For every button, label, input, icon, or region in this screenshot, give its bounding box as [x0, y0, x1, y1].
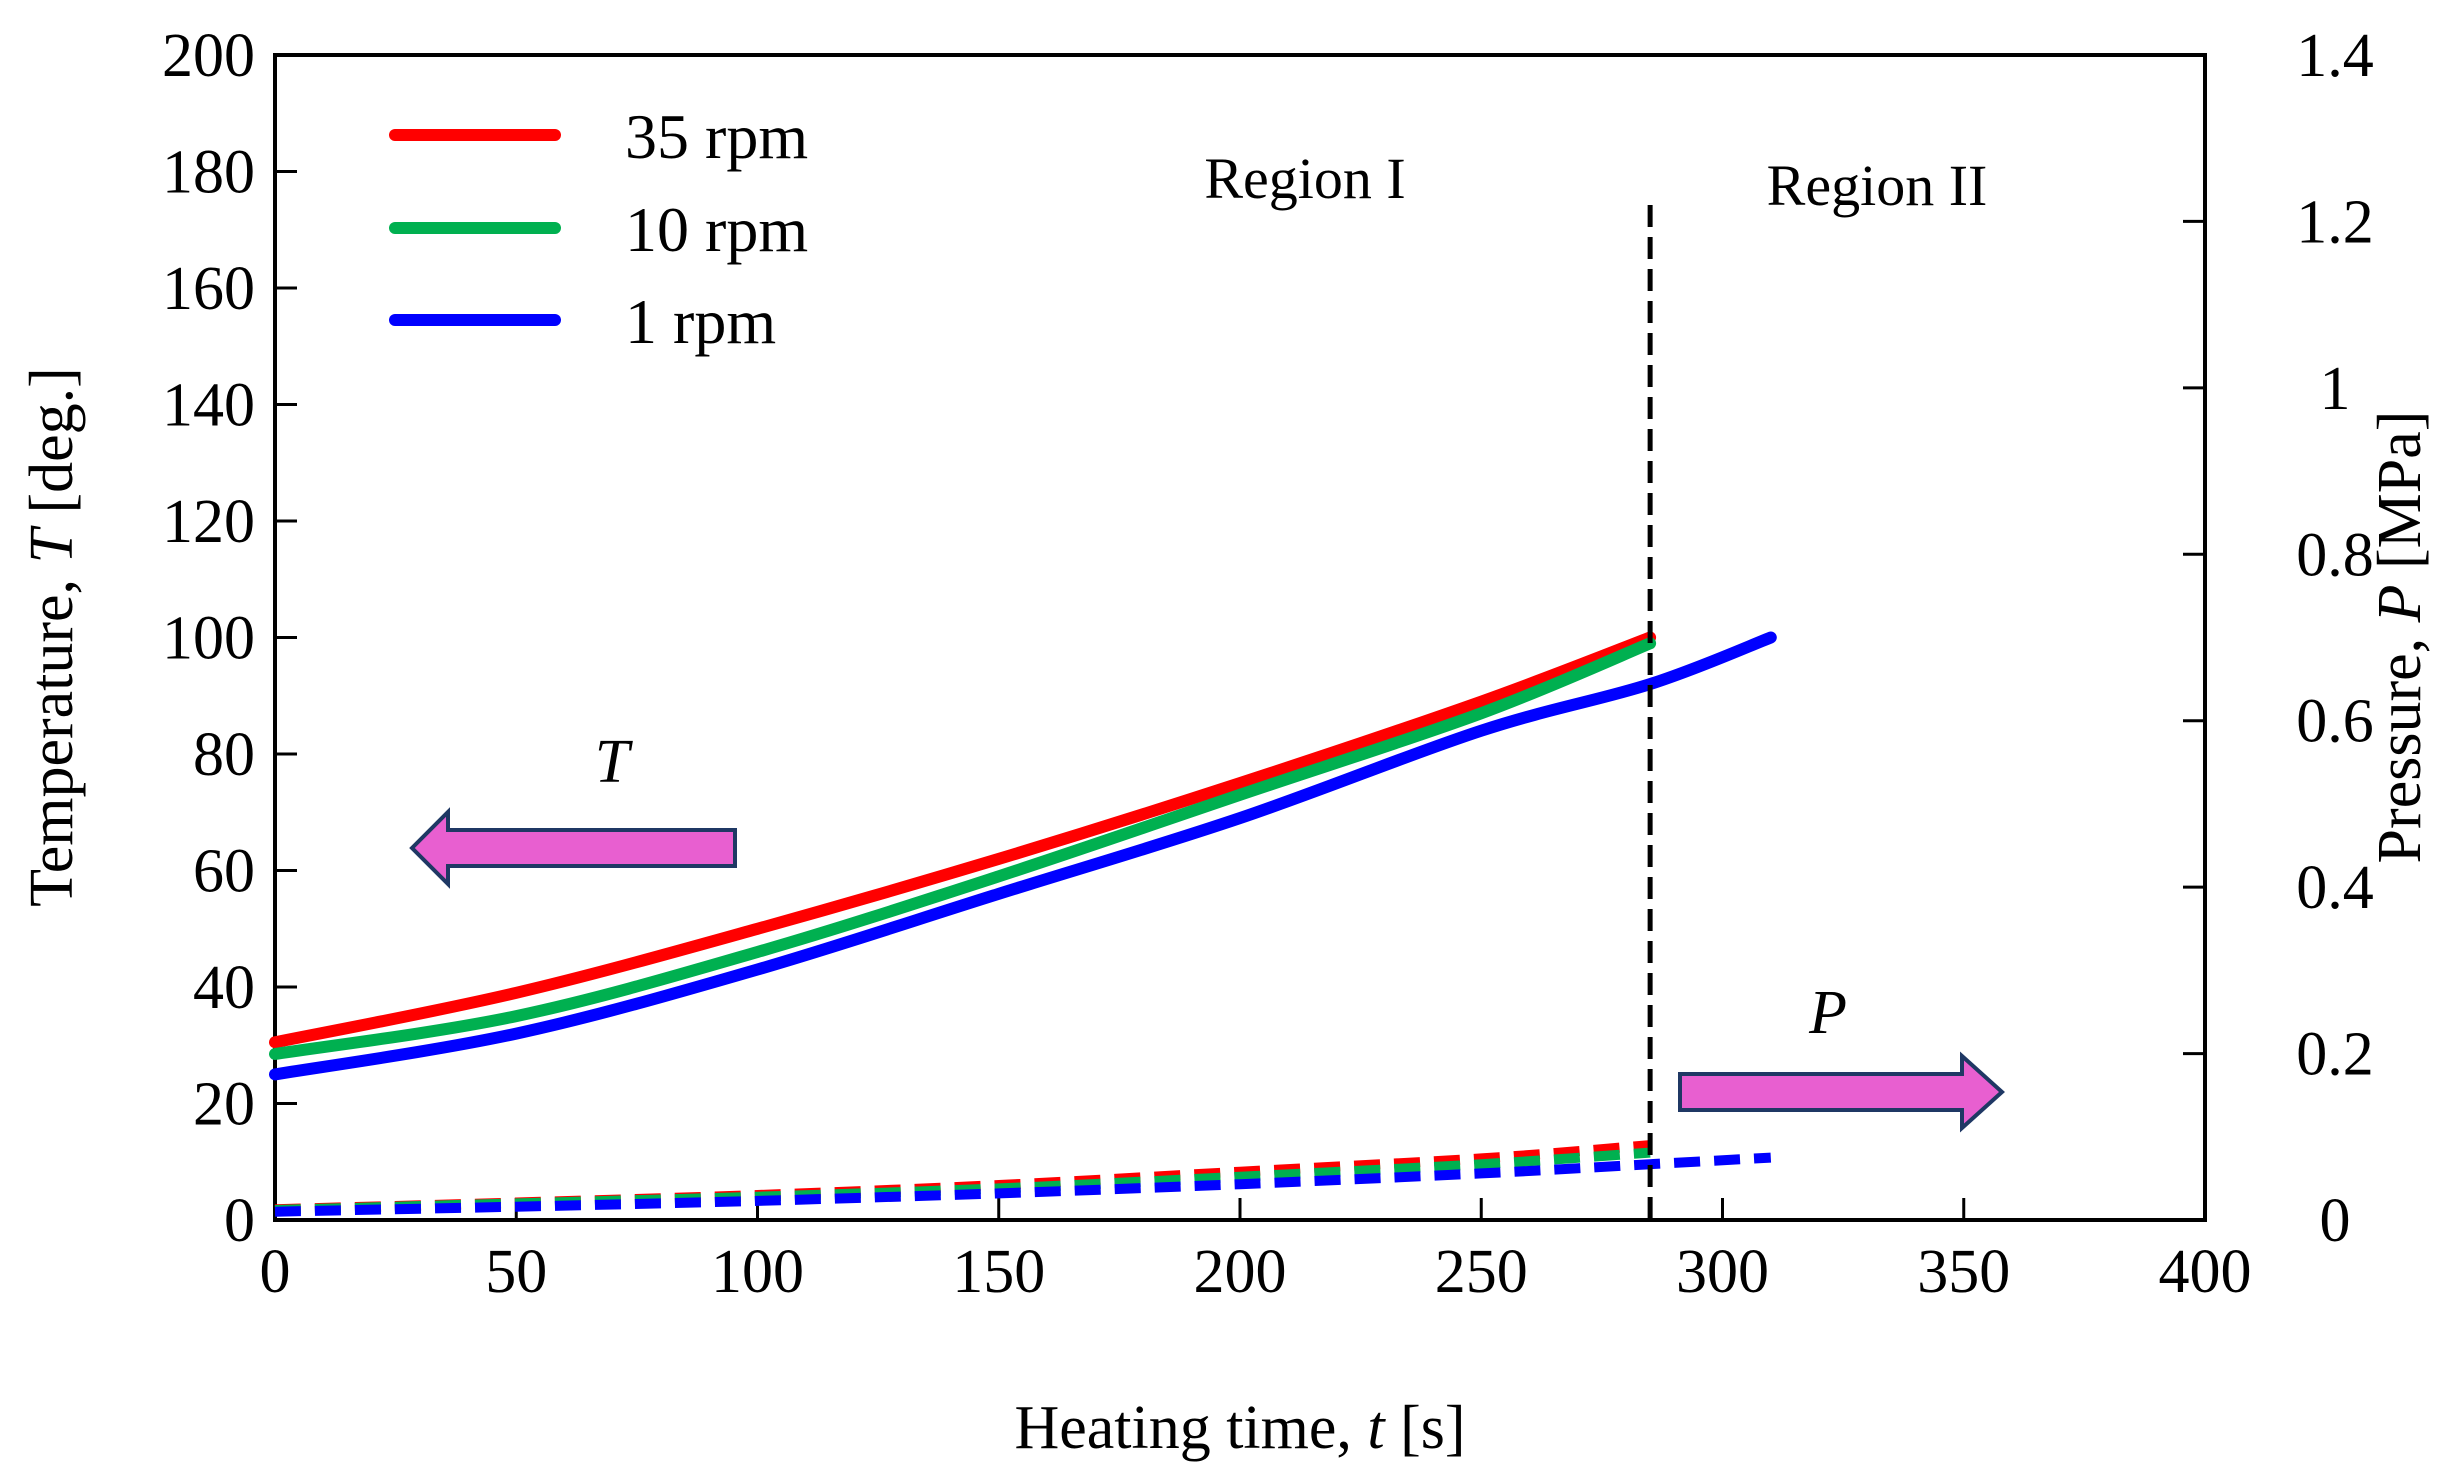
x-axis-title: Heating time, t [s]	[1014, 1394, 1465, 1462]
data-layer	[269, 205, 1777, 1220]
temperature-arrow	[409, 807, 737, 889]
y-right-tick-label: 0.2	[2296, 1021, 2374, 1089]
y-right-tick-label: 0.8	[2296, 521, 2374, 589]
pressure-arrow	[1678, 1051, 2005, 1133]
region-1-label: Region I	[1204, 146, 1405, 211]
y-left-tick-label: 180	[162, 139, 255, 207]
x-tick-label: 150	[952, 1238, 1045, 1306]
y-left-tick-label: 40	[193, 954, 255, 1022]
x-tick-label: 200	[1194, 1238, 1287, 1306]
y-left-tick-label: 80	[193, 721, 255, 789]
y-left-tick-label: 120	[162, 488, 255, 556]
x-tick-label: 100	[711, 1238, 804, 1306]
y-left-tick-label: 60	[193, 838, 255, 906]
temperature-annotation: T	[595, 728, 634, 796]
y-right-tick-label: 0.4	[2296, 854, 2374, 922]
legend-label-10rpm: 10 rpm	[625, 194, 808, 265]
temperature-line-35-rpm	[269, 631, 1657, 1049]
y-right-tick-label: 1.4	[2296, 22, 2374, 90]
y-axis-right-title: Pressure, P [MPa]	[2366, 411, 2434, 864]
x-tick-label: 250	[1435, 1238, 1528, 1306]
temperature-line-1-rpm	[269, 631, 1777, 1081]
y-left-tick-label: 0	[224, 1187, 255, 1255]
temperature-line-10-rpm	[269, 637, 1657, 1060]
x-tick-label: 400	[2159, 1238, 2252, 1306]
y-left-tick-label: 160	[162, 255, 255, 323]
x-tick-label: 50	[485, 1238, 547, 1306]
y-right-tick-label: 1	[2320, 355, 2351, 423]
x-tick-label: 300	[1676, 1238, 1769, 1306]
legend-label-35rpm: 35 rpm	[625, 101, 808, 172]
y-left-tick-label: 20	[193, 1071, 255, 1139]
y-right-tick-label: 0.6	[2296, 688, 2374, 756]
y-axis-left-title: Temperature, T [deg.]	[18, 367, 86, 907]
y-left-tick-label: 140	[162, 372, 255, 440]
y-right-tick-label: 0	[2320, 1187, 2351, 1255]
y-left-tick-label: 200	[162, 22, 255, 90]
ticks-layer: 0 50 100 150 200 250 300 350 400 0 20 40 60 80 100 120 1…	[162, 22, 2374, 1306]
y-left-tick-label: 100	[162, 605, 255, 673]
region-2-label: Region II	[1767, 153, 1988, 218]
pressure-annotation: P	[1808, 979, 1847, 1047]
y-right-tick-label: 1.2	[2296, 188, 2374, 256]
legend-label-1rpm: 1 rpm	[625, 286, 776, 357]
x-tick-label: 0	[260, 1238, 291, 1306]
x-tick-label: 350	[1917, 1238, 2010, 1306]
plot-area	[273, 53, 2207, 1222]
legend: 35 rpm 10 rpm 1 rpm	[389, 101, 808, 357]
pressure-line-1-rpm	[274, 1152, 1772, 1217]
